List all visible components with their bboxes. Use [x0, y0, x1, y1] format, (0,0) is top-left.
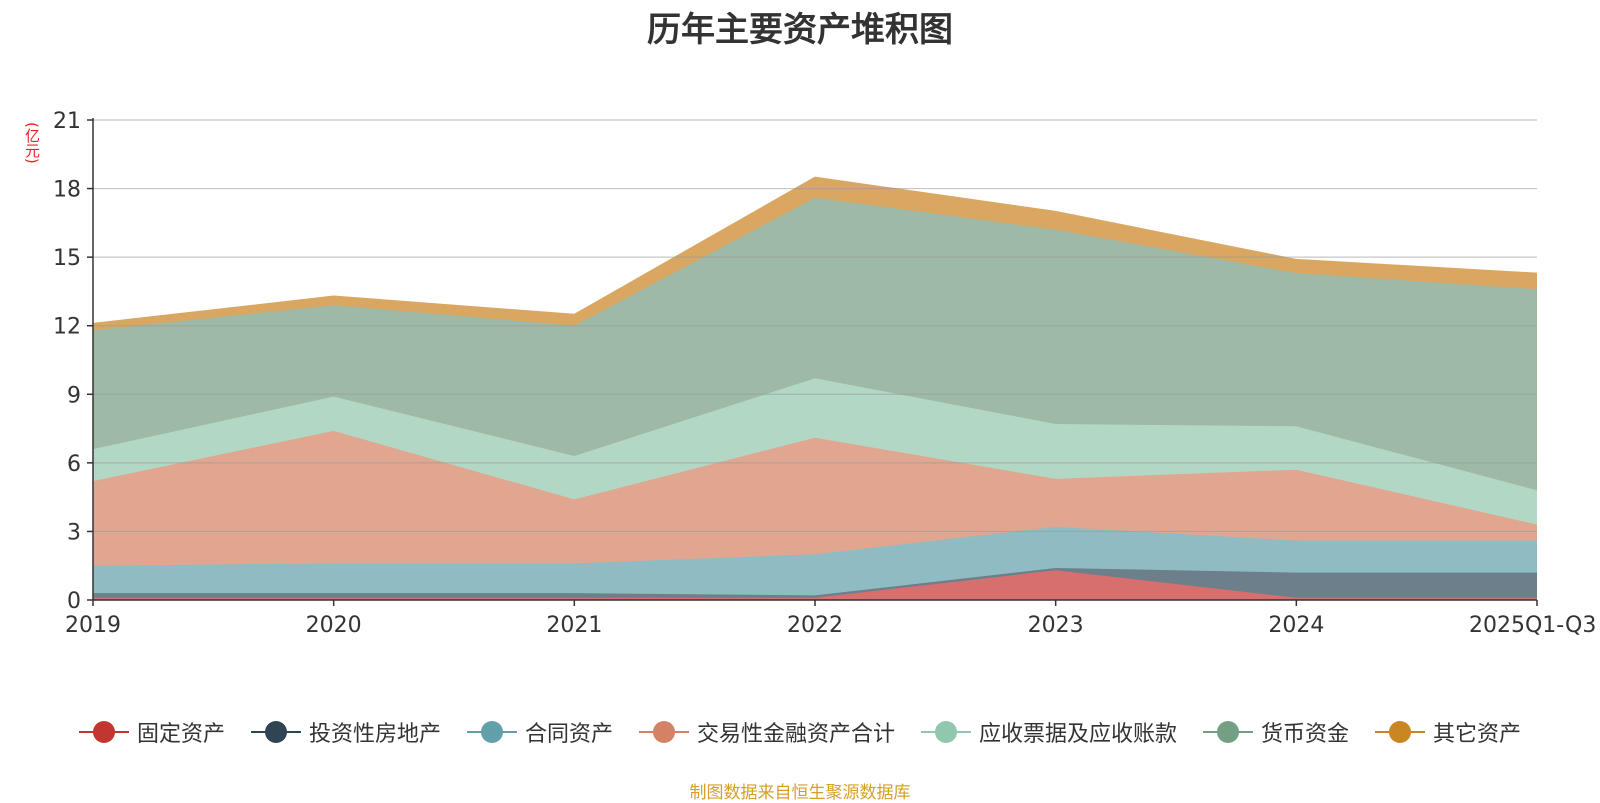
- legend-label: 其它资产: [1433, 722, 1522, 747]
- area-series-6: [93, 177, 1537, 331]
- x-tick-label-5: 2024: [1268, 613, 1324, 638]
- source-note: 制图数据来自恒生聚源数据库: [689, 783, 911, 803]
- legend-label: 交易性金融资产合计: [696, 722, 895, 747]
- legend-marker-icon: [250, 720, 301, 744]
- area-series-2: [93, 526, 1537, 596]
- legend-item-4[interactable]: 应收票据及应收账款: [921, 716, 1177, 748]
- x-tick-label-2: 2021: [546, 613, 602, 638]
- legend: 固定资产 投资性房地产 合同资产 交易性金融资产合计 应收票据及应收账款 货币资金 其它资产: [0, 716, 1600, 748]
- y-tick-label-7: 21: [53, 109, 81, 134]
- y-tick-label-1: 3: [67, 520, 81, 545]
- area-series-1: [93, 568, 1537, 598]
- area-series-5: [93, 197, 1537, 491]
- y-tick-label-5: 15: [53, 246, 81, 271]
- legend-item-2[interactable]: 合同资产: [466, 716, 613, 748]
- legend-item-6[interactable]: 其它资产: [1375, 716, 1521, 748]
- y-tick-label-3: 9: [67, 383, 81, 408]
- y-tick-label-6: 18: [53, 178, 81, 203]
- x-tick-label-3: 2022: [787, 613, 843, 638]
- legend-marker-icon: [1203, 720, 1254, 744]
- y-tick-label-4: 12: [53, 315, 81, 340]
- legend-marker-icon: [78, 720, 129, 744]
- x-tick-label-4: 2023: [1028, 613, 1084, 638]
- legend-marker-icon: [638, 720, 689, 744]
- x-tick-label-1: 2020: [306, 613, 362, 638]
- legend-label: 固定资产: [136, 722, 225, 747]
- y-tick-label-2: 6: [67, 452, 81, 477]
- y-tick-label-0: 0: [67, 589, 81, 614]
- legend-marker-icon: [1375, 720, 1426, 744]
- y-axis-unit-label: (亿元): [23, 122, 41, 164]
- x-tick-label-6: 2025Q1-Q3: [1469, 613, 1596, 638]
- chart-title: 历年主要资产堆积图: [647, 10, 953, 50]
- legend-label: 货币资金: [1261, 722, 1350, 747]
- legend-marker-icon: [921, 720, 971, 744]
- area-series-4: [93, 378, 1537, 525]
- legend-label: 合同资产: [524, 722, 613, 747]
- area-series-0: [93, 570, 1537, 600]
- legend-marker-icon: [466, 720, 517, 744]
- legend-item-0[interactable]: 固定资产: [78, 716, 225, 748]
- legend-label: 应收票据及应收账款: [979, 722, 1178, 747]
- stacked-area-chart: 0 3 6 9 12 15 18 21 2019 2020 2021 2022 2023 2024 2025…: [53, 109, 1596, 638]
- legend-item-3[interactable]: 交易性金融资产合计: [638, 716, 895, 748]
- area-series-6-edge: [92, 176, 1538, 324]
- legend-label: 投资性房地产: [308, 722, 441, 747]
- legend-item-1[interactable]: 投资性房地产: [250, 716, 441, 748]
- x-tick-label-0: 2019: [65, 613, 121, 638]
- legend-item-5[interactable]: 货币资金: [1203, 716, 1349, 748]
